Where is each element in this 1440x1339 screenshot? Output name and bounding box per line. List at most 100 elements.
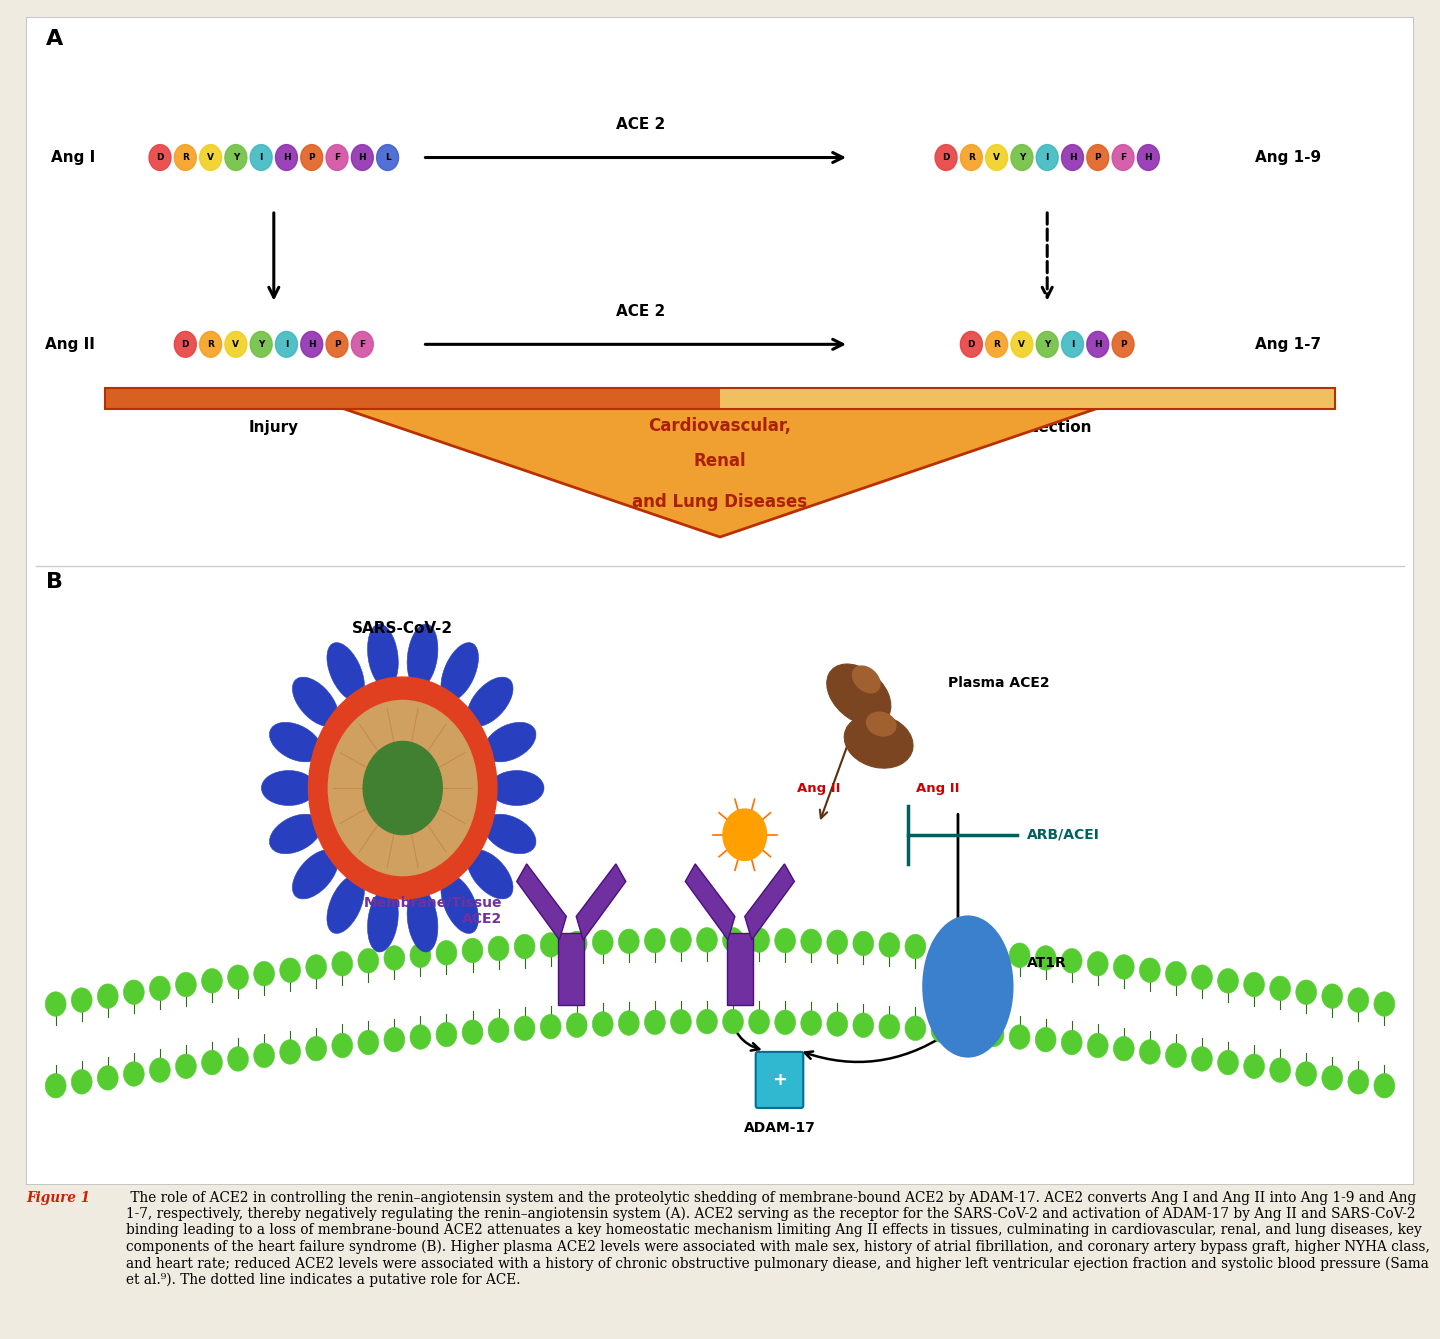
FancyBboxPatch shape xyxy=(756,1052,804,1107)
Circle shape xyxy=(275,145,298,170)
Text: H: H xyxy=(1094,340,1102,349)
Circle shape xyxy=(253,1043,275,1067)
Circle shape xyxy=(775,1010,795,1035)
Text: H: H xyxy=(359,153,366,162)
Circle shape xyxy=(904,1016,926,1040)
Text: I: I xyxy=(1045,153,1048,162)
Text: R: R xyxy=(968,153,975,162)
Circle shape xyxy=(359,948,379,973)
Circle shape xyxy=(1061,145,1083,170)
Ellipse shape xyxy=(262,770,315,806)
Text: Renal: Renal xyxy=(694,453,746,470)
Text: F: F xyxy=(334,153,340,162)
Text: ADAM-17: ADAM-17 xyxy=(743,1121,815,1134)
Circle shape xyxy=(331,952,353,976)
Circle shape xyxy=(1112,145,1135,170)
Text: P: P xyxy=(308,153,315,162)
Circle shape xyxy=(1008,142,1035,173)
Circle shape xyxy=(645,928,665,953)
Ellipse shape xyxy=(367,624,399,687)
Text: V: V xyxy=(207,153,215,162)
Circle shape xyxy=(1009,943,1030,968)
Polygon shape xyxy=(343,408,1097,537)
Circle shape xyxy=(723,809,766,861)
Polygon shape xyxy=(517,864,566,940)
Circle shape xyxy=(958,142,985,173)
Circle shape xyxy=(749,1010,769,1034)
Text: H: H xyxy=(282,153,291,162)
Circle shape xyxy=(348,328,376,360)
Ellipse shape xyxy=(292,678,338,726)
Circle shape xyxy=(298,328,325,360)
Circle shape xyxy=(1135,142,1162,173)
Circle shape xyxy=(171,142,199,173)
Text: ARB/ACEI: ARB/ACEI xyxy=(1027,828,1100,842)
Circle shape xyxy=(1087,145,1109,170)
FancyBboxPatch shape xyxy=(105,387,720,408)
Circle shape xyxy=(1374,992,1395,1016)
Circle shape xyxy=(1084,142,1112,173)
Circle shape xyxy=(1322,1066,1342,1090)
Circle shape xyxy=(410,943,431,968)
Circle shape xyxy=(1296,1062,1316,1086)
Circle shape xyxy=(228,1047,249,1071)
Circle shape xyxy=(878,933,900,957)
Circle shape xyxy=(1244,972,1264,996)
Circle shape xyxy=(197,142,225,173)
Circle shape xyxy=(384,945,405,971)
Circle shape xyxy=(301,145,323,170)
Circle shape xyxy=(618,929,639,953)
Text: Ang I: Ang I xyxy=(50,150,95,165)
Circle shape xyxy=(985,332,1008,358)
Text: D: D xyxy=(968,340,975,349)
Circle shape xyxy=(223,142,249,173)
Circle shape xyxy=(1322,984,1342,1008)
Circle shape xyxy=(1270,976,1290,1000)
FancyBboxPatch shape xyxy=(727,933,753,1006)
Text: Y: Y xyxy=(233,153,239,162)
Text: Protection: Protection xyxy=(1002,420,1092,435)
Circle shape xyxy=(1061,1030,1081,1055)
Circle shape xyxy=(566,1012,588,1038)
Text: Ang II: Ang II xyxy=(798,782,841,794)
Ellipse shape xyxy=(923,916,1012,1056)
Circle shape xyxy=(827,1012,848,1036)
Circle shape xyxy=(1139,1039,1161,1065)
Circle shape xyxy=(488,936,508,960)
Circle shape xyxy=(1058,328,1086,360)
Circle shape xyxy=(174,332,196,358)
Text: F: F xyxy=(1120,153,1126,162)
Circle shape xyxy=(462,1020,482,1044)
Circle shape xyxy=(150,976,170,1000)
Circle shape xyxy=(723,928,743,952)
Circle shape xyxy=(377,145,399,170)
Circle shape xyxy=(801,929,822,953)
Circle shape xyxy=(1037,145,1058,170)
Circle shape xyxy=(202,968,222,994)
Circle shape xyxy=(384,1027,405,1052)
Circle shape xyxy=(671,928,691,952)
Text: Ang II: Ang II xyxy=(916,782,960,794)
Text: SARS-CoV-2: SARS-CoV-2 xyxy=(353,621,454,636)
Circle shape xyxy=(225,145,246,170)
Circle shape xyxy=(324,328,350,360)
Text: Figure 1: Figure 1 xyxy=(26,1190,91,1205)
Ellipse shape xyxy=(367,889,399,952)
Circle shape xyxy=(45,1074,66,1098)
Circle shape xyxy=(150,145,171,170)
Circle shape xyxy=(147,142,173,173)
Circle shape xyxy=(1244,1054,1264,1078)
Circle shape xyxy=(878,1015,900,1039)
Circle shape xyxy=(488,1018,508,1043)
Circle shape xyxy=(1087,952,1109,976)
Circle shape xyxy=(1011,332,1032,358)
Circle shape xyxy=(1270,1058,1290,1082)
Text: R: R xyxy=(181,153,189,162)
Circle shape xyxy=(618,1011,639,1035)
Circle shape xyxy=(1112,332,1135,358)
Circle shape xyxy=(228,965,249,990)
Circle shape xyxy=(1061,332,1083,358)
Circle shape xyxy=(1139,957,1161,983)
Circle shape xyxy=(1011,145,1032,170)
Circle shape xyxy=(72,988,92,1012)
